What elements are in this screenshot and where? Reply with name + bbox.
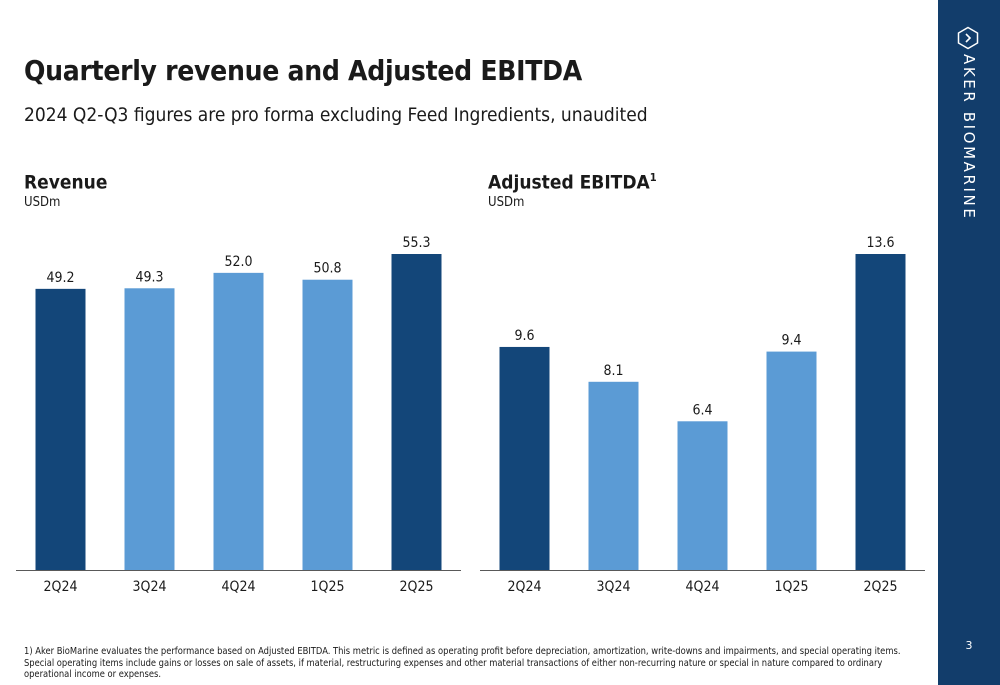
- ebitda-value-label-4Q24: 6.4: [692, 402, 712, 418]
- revenue-chart-unit: USDm: [24, 195, 61, 211]
- revenue-value-label-4Q24: 52.0: [224, 254, 252, 270]
- ebitda-tick-label-4Q24: 4Q24: [686, 579, 720, 595]
- revenue-value-label-1Q25: 50.8: [313, 261, 341, 277]
- ebitda-value-label-2Q25: 13.6: [866, 235, 894, 251]
- revenue-tick-label-4Q24: 4Q24: [222, 579, 256, 595]
- revenue-bar-chart: 49.2 2Q24 49.3 3Q24 52.0 4Q24 50.8 1Q25 55.3 2Q25: [16, 235, 461, 595]
- ebitda-bar-1Q25: [766, 351, 817, 570]
- revenue-chart-header: Revenue USDm: [24, 166, 107, 212]
- ebitda-chart-header: Adjusted EBITDA1 USDm: [488, 166, 657, 212]
- revenue-tick-label-3Q24: 3Q24: [133, 579, 167, 595]
- ebitda-tick-label-3Q24: 3Q24: [597, 579, 631, 595]
- revenue-bar-4Q24: [213, 272, 264, 570]
- revenue-bar-2Q24: [35, 288, 86, 570]
- ebitda-tick-label-2Q24: 2Q24: [508, 579, 542, 595]
- page-number: 3: [965, 639, 973, 652]
- ebitda-chart-unit: USDm: [488, 195, 525, 211]
- revenue-tick-label-1Q25: 1Q25: [311, 579, 345, 595]
- slide-subtitle: 2024 Q2-Q3 figures are pro forma excludi…: [24, 104, 648, 126]
- ebitda-value-label-3Q24: 8.1: [603, 363, 623, 379]
- ebitda-value-label-1Q25: 9.4: [781, 333, 801, 349]
- ebitda-chart-title: Adjusted EBITDA1: [488, 171, 657, 194]
- slide-title: Quarterly revenue and Adjusted EBITDA: [24, 54, 582, 87]
- revenue-value-label-3Q24: 49.3: [135, 269, 163, 285]
- revenue-value-label-2Q25: 55.3: [402, 235, 430, 251]
- ebitda-title-footnote-marker: 1: [649, 171, 657, 184]
- ebitda-bar-4Q24: [677, 421, 728, 570]
- revenue-bar-2Q25: [391, 254, 442, 570]
- revenue-chart-title: Revenue: [24, 171, 108, 194]
- ebitda-bar-2Q25: [855, 254, 906, 570]
- ebitda-bar-chart: 9.6 2Q24 8.1 3Q24 6.4 4Q24 9.4 1Q25 13.6 2Q25: [480, 235, 925, 595]
- hexagon-chevron-icon: [957, 26, 979, 50]
- ebitda-tick-label-1Q25: 1Q25: [775, 579, 809, 595]
- ebitda-tick-label-2Q25: 2Q25: [864, 579, 898, 595]
- footnote: 1) Aker BioMarine evaluates the performa…: [24, 646, 901, 680]
- brand-sidebar: AKER BIOMARINE 3: [938, 0, 1000, 685]
- ebitda-value-label-2Q24: 9.6: [514, 328, 534, 344]
- ebitda-bar-3Q24: [588, 381, 639, 570]
- revenue-value-label-2Q24: 49.2: [46, 270, 74, 286]
- revenue-bar-3Q24: [124, 288, 175, 570]
- ebitda-bar-2Q24: [499, 346, 550, 570]
- revenue-bar-1Q25: [302, 279, 353, 570]
- revenue-tick-label-2Q24: 2Q24: [44, 579, 78, 595]
- revenue-tick-label-2Q25: 2Q25: [400, 579, 434, 595]
- brand-name: AKER BIOMARINE: [960, 54, 978, 221]
